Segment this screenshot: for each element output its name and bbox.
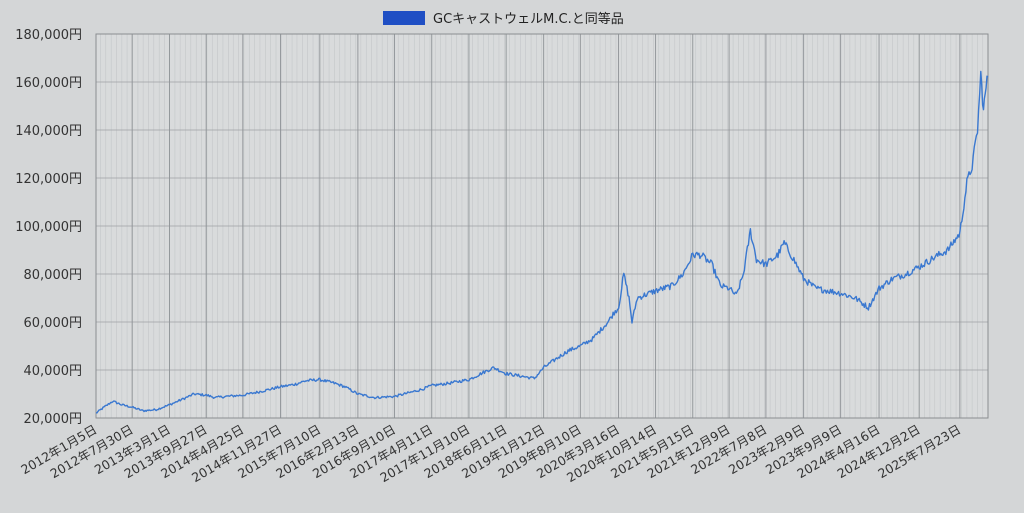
y-tick-label: 40,000円: [24, 364, 83, 379]
legend: GCキャストウェルM.C.と同等品: [383, 11, 624, 27]
grid-layer: [95, 33, 988, 419]
y-tick-label: 180,000円: [15, 28, 82, 43]
y-tick-label: 60,000円: [24, 316, 83, 331]
series-layer: [95, 70, 989, 414]
y-tick-label: 80,000円: [24, 268, 83, 283]
legend-swatch: [383, 11, 425, 25]
y-tick-label: 20,000円: [24, 412, 83, 427]
series-line: [95, 70, 989, 414]
y-tick-label: 100,000円: [15, 220, 82, 235]
y-tick-label: 120,000円: [15, 172, 82, 187]
plot-border: [95, 33, 989, 419]
y-tick-label: 160,000円: [15, 76, 82, 91]
legend-label: GCキャストウェルM.C.と同等品: [433, 11, 624, 27]
y-tick-label: 140,000円: [15, 124, 82, 139]
